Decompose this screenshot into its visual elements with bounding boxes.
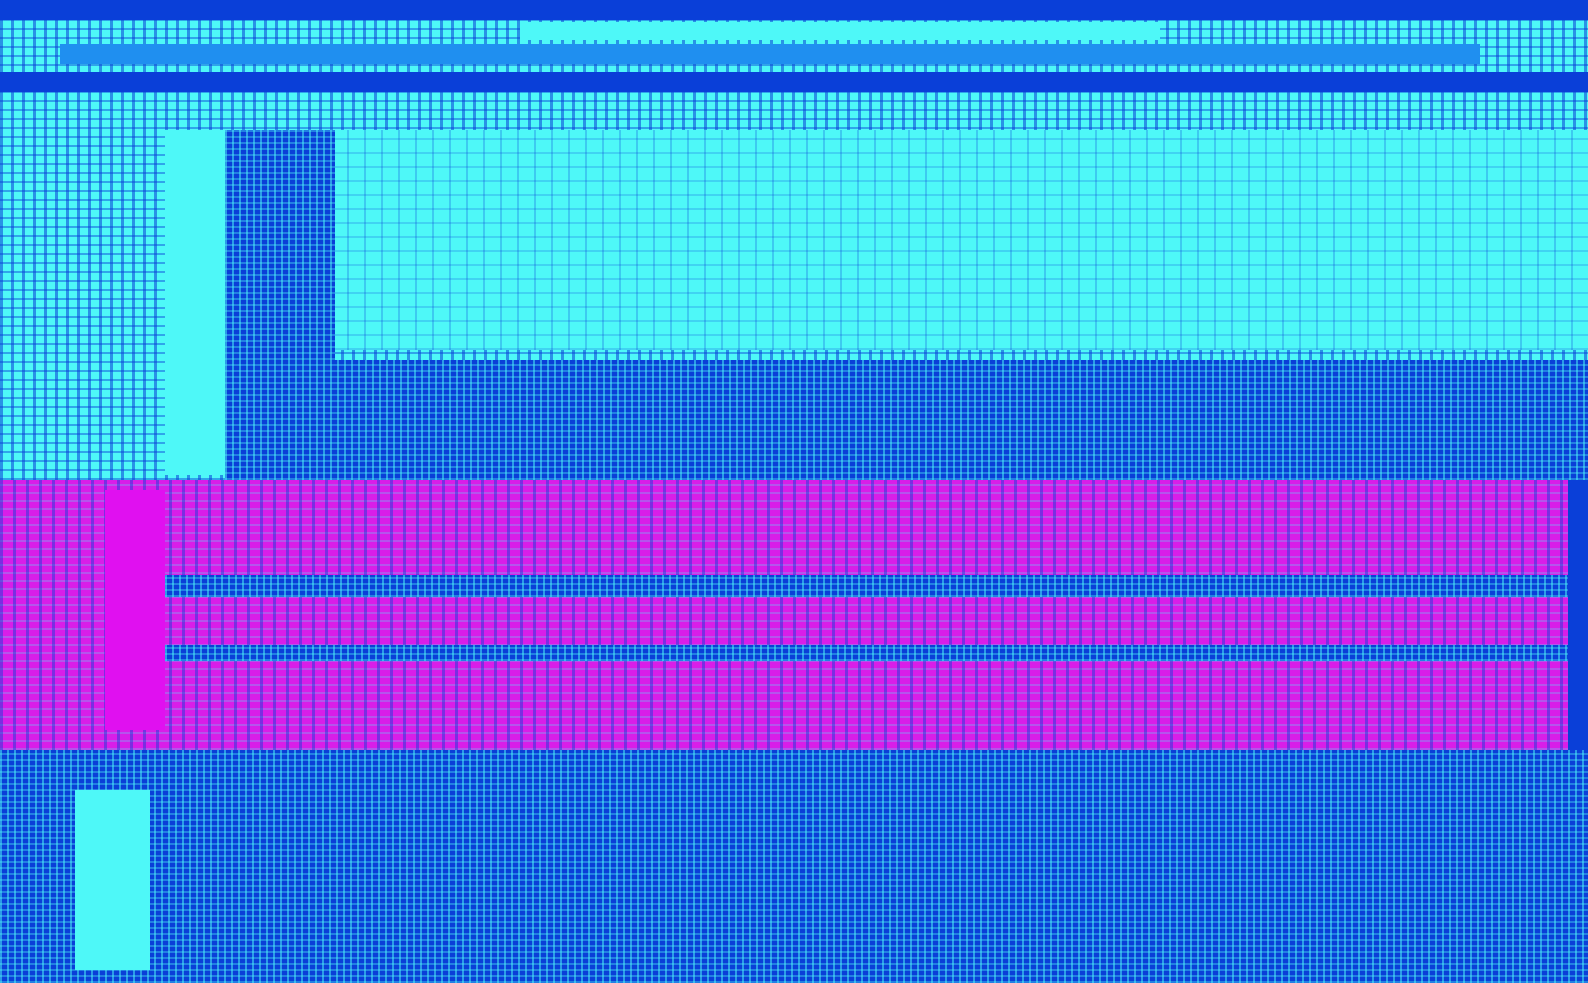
tab-strip — [60, 44, 1480, 64]
sidebar-divider — [225, 130, 335, 480]
bottom-strip — [75, 790, 150, 970]
header-panel — [330, 130, 1588, 350]
address-bar[interactable] — [520, 22, 1160, 40]
menu-strip — [0, 72, 1588, 92]
content-bottom — [0, 750, 1588, 983]
highlight-marker — [105, 490, 165, 730]
highlight-band — [0, 480, 1568, 750]
row-separator — [165, 645, 1568, 661]
sidebar-strip — [165, 130, 225, 475]
row-separator — [165, 575, 1568, 597]
row-band — [330, 360, 1588, 480]
title-bar — [0, 0, 1588, 20]
